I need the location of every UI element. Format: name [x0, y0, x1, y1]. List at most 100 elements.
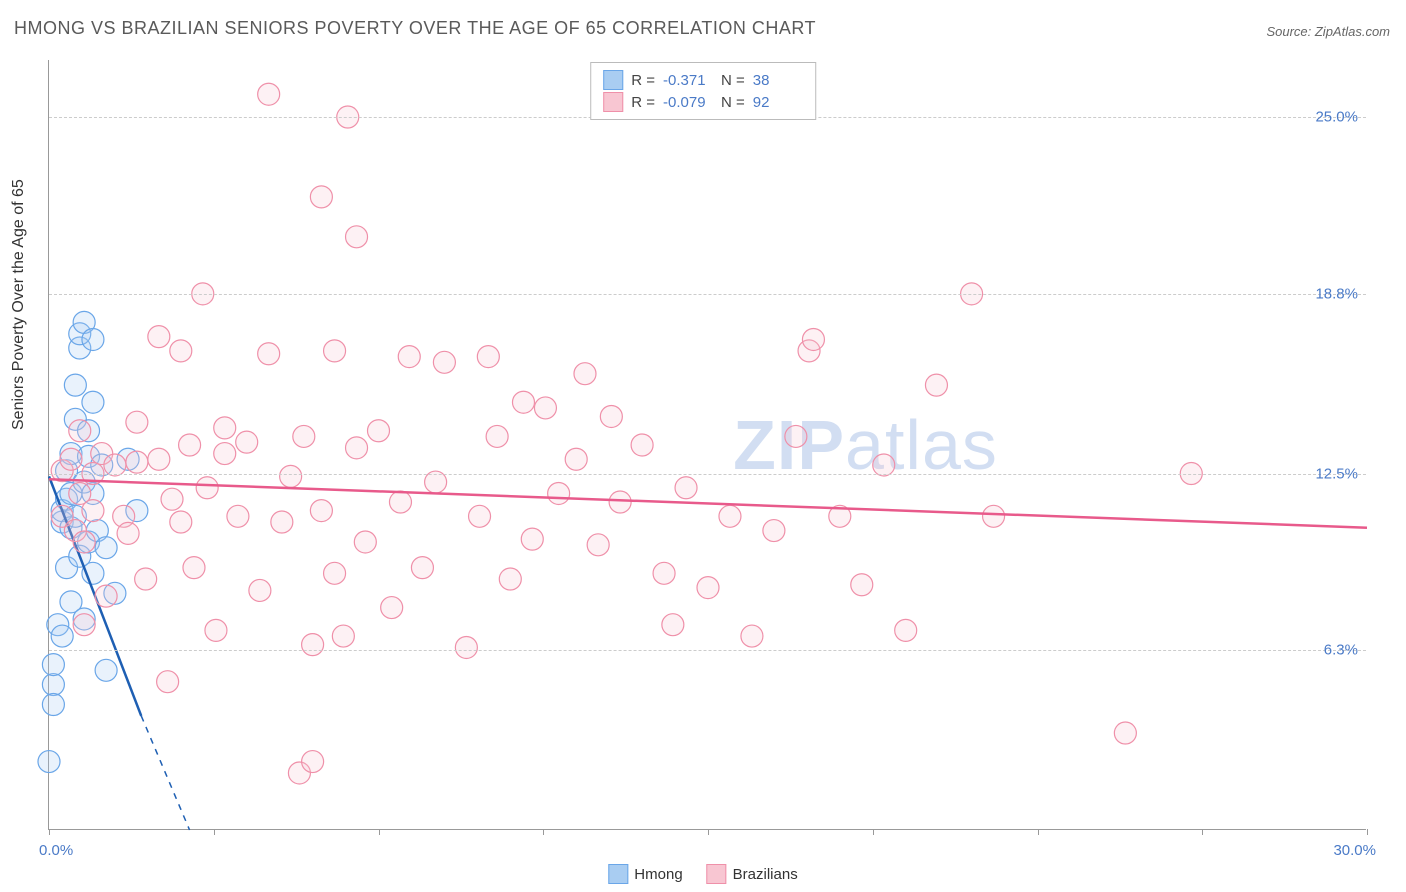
brazilian-point — [205, 619, 227, 641]
stat-n-value: 38 — [753, 72, 803, 89]
brazilian-point — [469, 505, 491, 527]
brazilian-point — [1114, 722, 1136, 744]
brazilian-point — [609, 491, 631, 513]
x-tick — [543, 829, 544, 835]
x-tick-label: 0.0% — [39, 842, 73, 859]
x-tick — [873, 829, 874, 835]
hmong-point — [42, 694, 64, 716]
stat-r-value: -0.371 — [663, 72, 713, 89]
brazilian-point — [653, 562, 675, 584]
hmong-point — [95, 537, 117, 559]
brazilian-point — [179, 434, 201, 456]
brazilian-point — [411, 557, 433, 579]
x-tick — [49, 829, 50, 835]
x-tick — [1367, 829, 1368, 835]
brazilian-point — [895, 619, 917, 641]
brazilian-point — [280, 465, 302, 487]
stat-n-label: N = — [721, 94, 745, 111]
hmong-point — [82, 328, 104, 350]
brazilian-point — [346, 437, 368, 459]
brazilian-point — [398, 346, 420, 368]
hmong-trendline-dash — [141, 716, 189, 830]
brazilian-point — [600, 405, 622, 427]
gridline — [49, 294, 1366, 295]
brazilian-point — [346, 226, 368, 248]
brazilian-point — [73, 614, 95, 636]
brazilian-point — [455, 636, 477, 658]
brazilian-point — [227, 505, 249, 527]
legend-swatch — [707, 864, 727, 884]
brazilian-point — [499, 568, 521, 590]
gridline — [49, 474, 1366, 475]
x-tick — [214, 829, 215, 835]
legend-swatch — [603, 70, 623, 90]
brazilian-point — [565, 448, 587, 470]
legend-item: Hmong — [608, 864, 682, 884]
brazilian-point — [95, 585, 117, 607]
brazilian-point — [236, 431, 258, 453]
brazilian-point — [310, 500, 332, 522]
stat-n-label: N = — [721, 72, 745, 89]
brazilian-point — [73, 531, 95, 553]
hmong-point — [42, 654, 64, 676]
brazilian-point — [324, 562, 346, 584]
stat-n-value: 92 — [753, 94, 803, 111]
brazilian-point — [271, 511, 293, 533]
brazilian-point — [258, 343, 280, 365]
brazilian-point — [477, 346, 499, 368]
brazilian-point — [521, 528, 543, 550]
brazilian-point — [214, 443, 236, 465]
brazilian-point — [310, 186, 332, 208]
y-tick-label: 6.3% — [1324, 642, 1358, 659]
brazilian-point — [785, 425, 807, 447]
y-axis-label: Seniors Poverty Over the Age of 65 — [10, 179, 28, 430]
brazilian-point — [324, 340, 346, 362]
brazilian-point — [157, 671, 179, 693]
legend-swatch — [603, 92, 623, 112]
brazilian-point — [196, 477, 218, 499]
brazilian-point — [381, 597, 403, 619]
hmong-point — [64, 374, 86, 396]
x-tick — [708, 829, 709, 835]
brazilian-point — [719, 505, 741, 527]
brazilian-point — [117, 522, 139, 544]
hmong-point — [42, 674, 64, 696]
x-tick-label: 30.0% — [1333, 842, 1376, 859]
brazilian-point — [925, 374, 947, 396]
brazilian-point — [354, 531, 376, 553]
brazilian-point — [697, 577, 719, 599]
brazilian-point — [60, 448, 82, 470]
brazilian-point — [69, 420, 91, 442]
brazilian-point — [183, 557, 205, 579]
brazilian-point — [662, 614, 684, 636]
brazilian-point — [214, 417, 236, 439]
hmong-point — [95, 659, 117, 681]
x-tick — [1202, 829, 1203, 835]
hmong-point — [38, 751, 60, 773]
brazilian-point — [161, 488, 183, 510]
legend-label: Brazilians — [733, 866, 798, 883]
legend-label: Hmong — [634, 866, 682, 883]
brazilian-point — [587, 534, 609, 556]
brazilian-point — [135, 568, 157, 590]
brazilian-point — [574, 363, 596, 385]
brazilian-point — [82, 500, 104, 522]
brazilian-point — [983, 505, 1005, 527]
brazilian-point — [126, 451, 148, 473]
chart-title: HMONG VS BRAZILIAN SENIORS POVERTY OVER … — [14, 18, 816, 39]
brazilian-point — [148, 326, 170, 348]
hmong-point — [51, 625, 73, 647]
brazilian-point — [512, 391, 534, 413]
brazilian-point — [433, 351, 455, 373]
brazilian-point — [548, 482, 570, 504]
brazilian-point — [802, 328, 824, 350]
source-attribution: Source: ZipAtlas.com — [1266, 24, 1390, 39]
legend-swatch — [608, 864, 628, 884]
gridline — [49, 650, 1366, 651]
brazilian-point — [631, 434, 653, 456]
legend-item: Brazilians — [707, 864, 798, 884]
brazilian-point — [741, 625, 763, 647]
hmong-point — [82, 391, 104, 413]
stat-r-value: -0.079 — [663, 94, 713, 111]
x-tick — [379, 829, 380, 835]
